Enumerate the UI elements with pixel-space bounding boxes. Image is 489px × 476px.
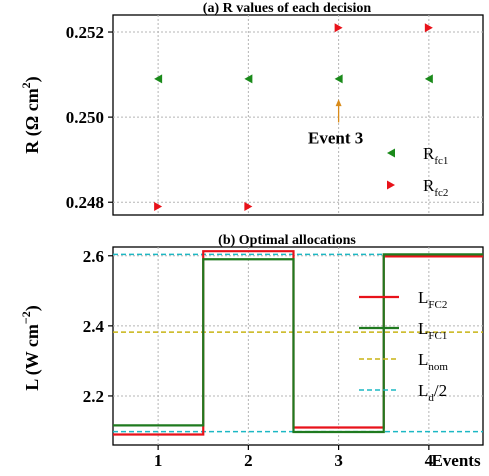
bottom-ytick-label-1: 2.2 [83,387,104,406]
legend-label-LFC1: LFC1 [418,319,447,342]
marker-Rfc1-3 [334,74,343,84]
bottom-ylabel-close: ) [22,305,43,311]
xtick-label-3: 3 [334,451,343,470]
bottom-grid [113,247,483,445]
legend-label-base: L [418,288,428,307]
legend-label-base: L [418,350,428,369]
top-y-label: R (Ω cm2) [19,76,43,153]
bottom-y-label: L (W cm−2) [19,305,43,391]
bottom-ylabel-sup: −2 [19,311,33,324]
top-y-ticks: 0.248 0.250 0.252 [66,23,113,212]
top-plot-frame [112,14,484,216]
bottom-title: (b) Optimal allocations [218,233,356,248]
legend-label-sub: fc2 [434,187,448,199]
legend-label-base: R [423,176,435,195]
bottom-ytick-label-2: 2.4 [83,317,105,336]
legend-label-sub: nom [428,361,448,373]
xtick-label-1: 1 [154,451,163,470]
top-ylabel-sup: 2 [19,82,33,88]
step-line-LFC2 [113,250,483,436]
xtick-label-4: 4 [425,451,434,470]
step-line-LFC1 [113,253,483,434]
marker-Rfc1-1 [154,74,163,84]
bottom-ylabel-main: L (W cm [22,324,43,391]
event-annotation: Event 3 [308,99,363,147]
marker-Rfc2-4 [424,23,433,33]
bottom-plot-frame [112,246,484,446]
legend-label-Lnom: Lnom [418,350,448,373]
legend-label-sub: d [428,392,434,404]
legend-label-sub: fc1 [434,155,448,167]
top-ylabel-close: ) [22,76,43,82]
legend-label-Ld: Ld/2 [418,381,447,404]
top-ylabel-main: R (Ω cm [22,88,43,153]
marker-Rfc1-2 [244,74,253,84]
legend-label-base: R [423,144,435,163]
top-title: (a) R values of each decision [203,1,372,16]
x-axis-label: Events [431,451,481,470]
legend-label-suffix: /2 [434,381,447,400]
marker-Rfc2-2 [244,201,253,211]
legend-label-base: L [418,319,428,338]
top-ytick-label-1: 0.248 [66,193,104,212]
legend-marker-Rfc2 [387,180,395,190]
legend-label-Rfc1: Rfc1 [423,144,448,167]
legend-label-LFC2: LFC2 [418,288,447,311]
legend-label-Rfc2: Rfc2 [423,176,448,199]
legend-label-base: L [418,381,428,400]
bottom-x-ticks: 1 2 3 4 [154,445,434,470]
legend-label-sub: FC1 [428,330,447,342]
top-markers [154,23,433,211]
bottom-y-ticks: 2.2 2.4 2.6 [83,247,113,406]
xtick-label-2: 2 [244,451,253,470]
legend-label-sub: FC2 [428,299,447,311]
marker-Rfc2-3 [334,23,343,33]
annotation-arrowhead [335,99,342,107]
marker-Rfc1-4 [424,74,433,84]
marker-Rfc2-1 [154,201,163,211]
top-ytick-label-3: 0.252 [66,23,104,42]
top-ytick-label-2: 0.250 [66,108,104,127]
annotation-label: Event 3 [308,128,363,147]
legend-marker-Rfc1 [387,148,395,158]
bottom-ytick-label-3: 2.6 [83,247,104,266]
bottom-lines [113,250,483,436]
